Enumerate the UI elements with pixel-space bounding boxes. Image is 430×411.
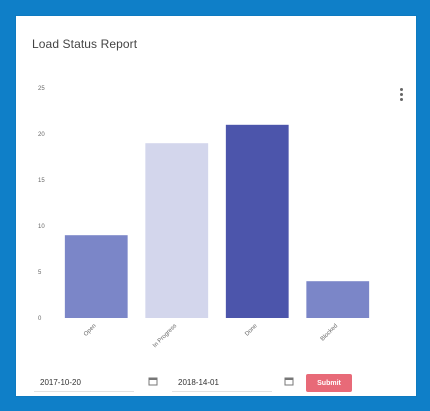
x-tick-label: Done [244,323,259,338]
bar-chart: 0 5 10 15 20 25 Open In Progress Done Blocked [38,86,370,349]
y-tick-label: 20 [38,132,45,138]
calendar-icon[interactable] [148,376,158,386]
submit-button[interactable]: Submit [306,374,352,392]
date-filter-bar: 2017-10-20 2018-14-01 Submit [16,372,416,396]
y-tick-label: 15 [38,178,45,184]
x-tick-label: Blocked [320,323,339,342]
y-tick-label: 5 [38,270,42,276]
card-title: Load Status Report [32,37,138,51]
y-tick-label: 0 [38,316,42,322]
report-card: Load Status Report 0 5 10 15 20 25 Open In Prog… [16,16,416,396]
x-tick-label: In Progress [152,323,178,349]
bar-blocked[interactable] [306,281,370,318]
bar-in-progress[interactable] [145,143,209,318]
y-tick-label: 25 [38,86,45,92]
x-tick-label: Open [83,323,98,338]
y-tick-label: 10 [38,224,45,230]
calendar-icon[interactable] [284,376,294,386]
from-date-input[interactable]: 2017-10-20 [34,374,134,392]
more-vert-icon[interactable] [396,86,406,104]
to-date-input[interactable]: 2018-14-01 [172,374,272,392]
bar-done[interactable] [225,124,289,318]
bar-open[interactable] [64,235,128,318]
